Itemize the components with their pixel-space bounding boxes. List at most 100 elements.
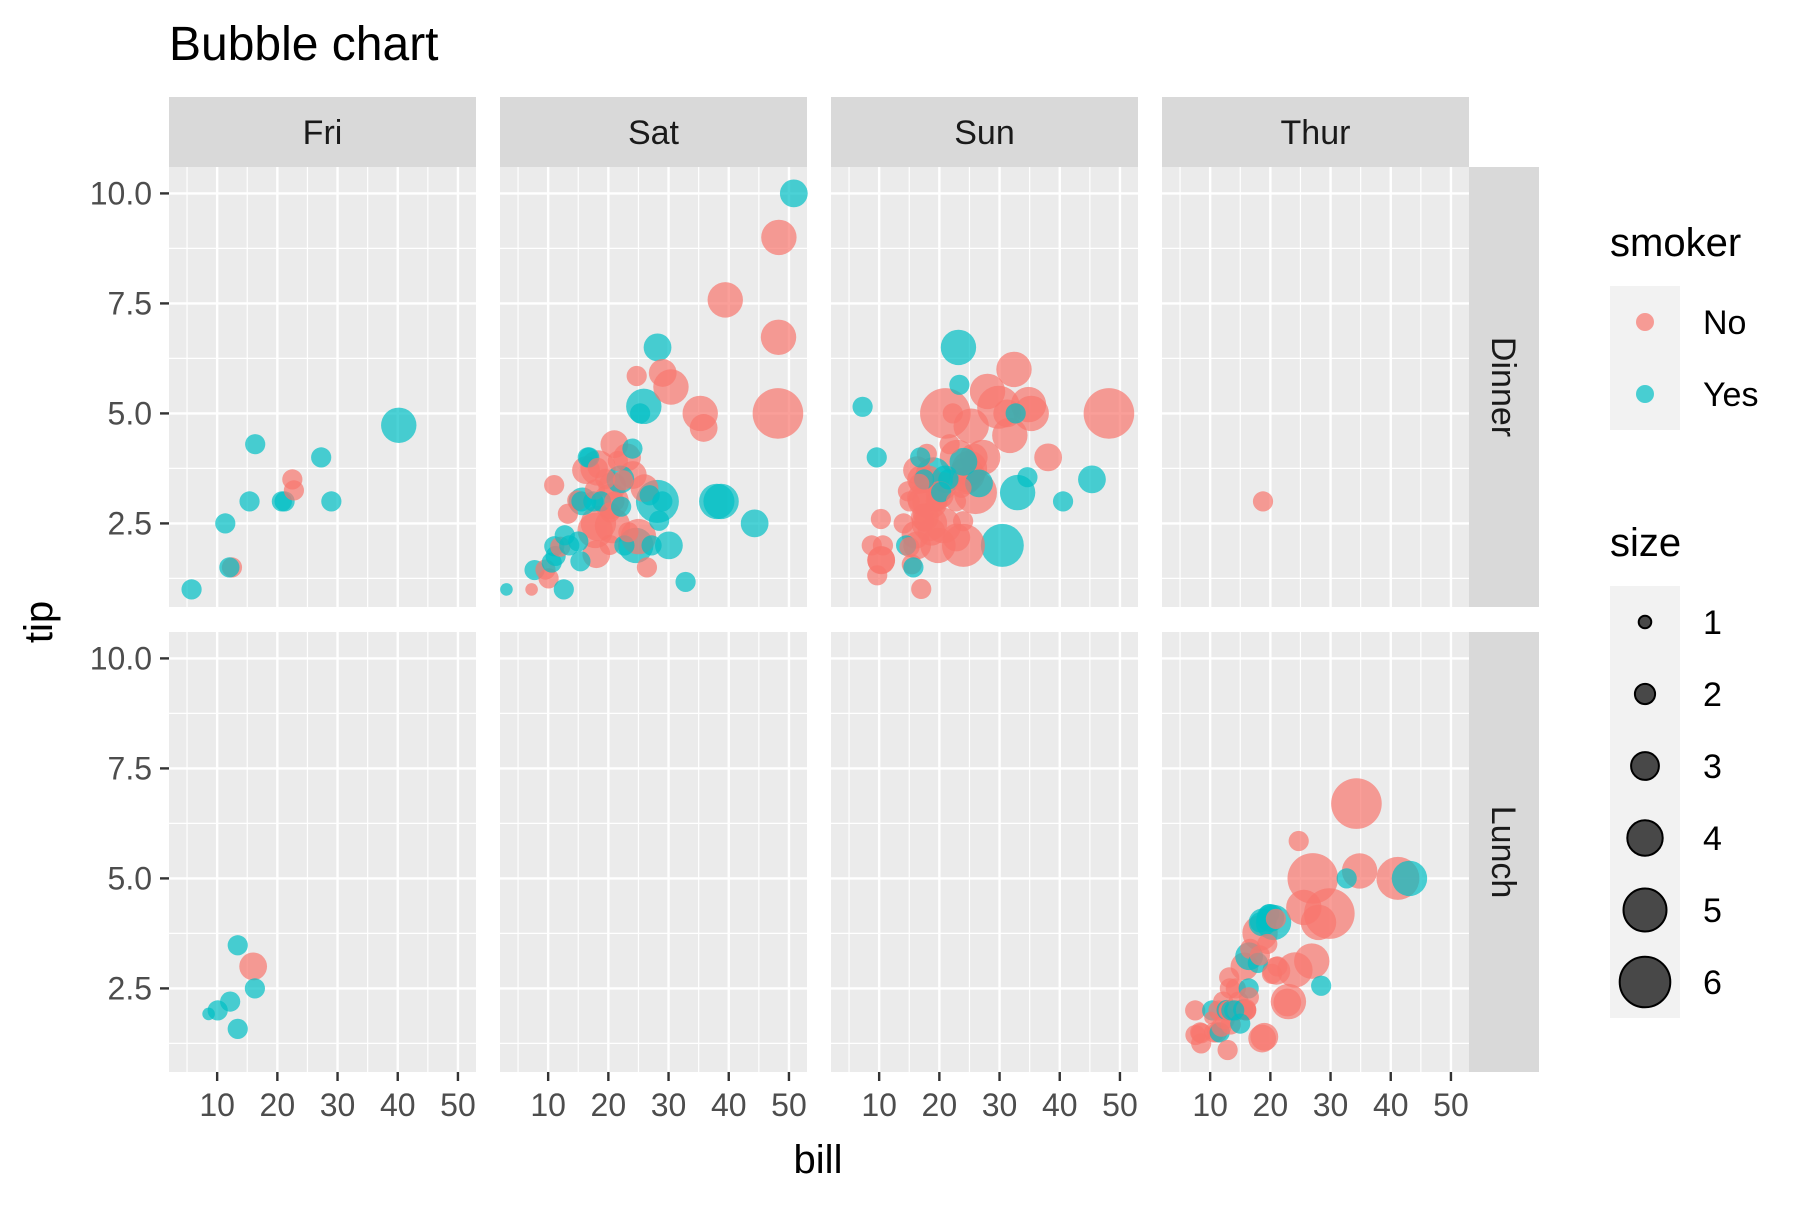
data-point-smoker-no — [1204, 1011, 1217, 1025]
y-tick-label: 7.5 — [108, 750, 152, 786]
legend-smoker: smoker No Yes — [1610, 221, 1758, 430]
panel-background — [169, 167, 476, 607]
x-tick-label: 20 — [591, 1087, 627, 1123]
x-tick-label: 50 — [1102, 1087, 1138, 1123]
legend-key-yes — [1636, 385, 1654, 403]
x-tick-label: 10 — [861, 1087, 897, 1123]
data-point-smoker-no — [760, 319, 797, 355]
data-point-smoker-no — [707, 282, 743, 318]
x-tick-label: 10 — [199, 1087, 235, 1123]
data-point-smoker-no — [867, 565, 888, 586]
panel-background — [169, 632, 476, 1072]
data-point-smoker-no — [689, 414, 718, 442]
data-point-smoker-yes — [500, 583, 513, 596]
legend-label: 3 — [1703, 748, 1722, 786]
legend-label: 4 — [1703, 820, 1722, 858]
data-point-smoker-no — [969, 373, 1006, 410]
panel-fri-dinner — [169, 167, 476, 607]
x-tick-label: 40 — [1373, 1087, 1409, 1123]
data-point-smoker-yes — [245, 434, 266, 455]
data-point-smoker-no — [761, 219, 797, 256]
legend-size-title: size — [1610, 521, 1681, 565]
y-tick-label: 5.0 — [108, 860, 152, 896]
data-point-smoker-no — [1185, 1000, 1206, 1021]
facet-strip-label: Lunch — [1484, 806, 1522, 899]
panel-sat-dinner — [500, 167, 808, 607]
facet-strip-bg — [169, 97, 476, 167]
facet-strip-thur: Thur — [1162, 97, 1469, 167]
data-point-smoker-yes — [202, 1007, 215, 1021]
data-point-smoker-no — [538, 568, 559, 589]
data-point-smoker-no — [909, 473, 930, 494]
data-point-smoker-yes — [1052, 491, 1074, 512]
panel-points — [1252, 491, 1274, 512]
data-point-smoker-yes — [949, 447, 978, 476]
data-point-smoker-no — [1257, 933, 1278, 955]
data-point-smoker-yes — [903, 557, 924, 578]
data-point-smoker-yes — [655, 531, 683, 560]
data-point-smoker-yes — [1230, 1013, 1251, 1034]
data-point-smoker-no — [525, 583, 538, 596]
data-point-smoker-yes — [220, 991, 241, 1012]
x-tick-label: 20 — [1253, 1087, 1289, 1123]
data-point-smoker-no — [1238, 987, 1259, 1008]
facet-strip-bg — [831, 97, 1138, 167]
legend-smoker-title: smoker — [1610, 221, 1741, 265]
facet-strip-bg — [1469, 167, 1539, 607]
data-point-smoker-yes — [649, 510, 670, 531]
data-point-smoker-yes — [181, 579, 202, 600]
facet-strip-bg — [1162, 97, 1469, 167]
data-point-smoker-no — [870, 508, 892, 530]
data-point-smoker-yes — [622, 438, 643, 459]
panel-background — [500, 632, 807, 1072]
x-tick-label: 50 — [1433, 1087, 1469, 1123]
facet-strip-fri: Fri — [169, 97, 476, 167]
facet-strip-bg — [1469, 632, 1539, 1072]
data-point-smoker-yes — [381, 407, 417, 443]
data-point-smoker-yes — [311, 447, 332, 468]
data-point-smoker-no — [1250, 1022, 1279, 1051]
data-point-smoker-no — [899, 491, 920, 512]
legend-size-key — [1622, 887, 1668, 933]
legend-key-bg — [1610, 586, 1680, 1018]
x-tick-label: 40 — [711, 1087, 747, 1123]
data-point-smoker-yes — [938, 469, 959, 490]
data-point-smoker-no — [1217, 1039, 1238, 1061]
legend-size: size 1 2 3 4 5 6 — [1610, 521, 1722, 1018]
x-tick-label: 50 — [771, 1087, 807, 1123]
data-point-smoker-yes — [852, 396, 873, 417]
data-point-smoker-yes — [568, 531, 589, 552]
legend-key-no — [1636, 313, 1654, 331]
data-point-smoker-no — [992, 417, 1028, 454]
panel-thur-dinner — [1162, 167, 1469, 607]
legend-label: 2 — [1703, 676, 1722, 714]
facet-strip-label: Thur — [1281, 114, 1351, 152]
data-point-smoker-yes — [866, 447, 887, 468]
data-point-smoker-yes — [703, 483, 739, 520]
data-point-smoker-no — [899, 537, 920, 558]
legend-label: 5 — [1703, 892, 1722, 930]
data-point-smoker-yes — [553, 579, 574, 600]
data-point-smoker-no — [1013, 395, 1049, 432]
data-point-smoker-no — [636, 557, 658, 578]
x-tick-label: 30 — [982, 1087, 1018, 1123]
panel-thur-lunch — [1162, 632, 1469, 1072]
data-point-smoker-no — [283, 480, 305, 501]
x-tick-label: 50 — [440, 1087, 476, 1123]
data-point-smoker-no — [893, 513, 914, 534]
data-point-smoker-yes — [630, 403, 651, 424]
facet-strip-label: Sat — [628, 114, 680, 152]
data-point-smoker-no — [1252, 491, 1274, 512]
data-point-smoker-yes — [611, 496, 632, 517]
panel-points — [852, 329, 1135, 600]
x-tick-label: 30 — [1313, 1087, 1349, 1123]
y-tick-label: 5.0 — [108, 395, 152, 431]
data-point-smoker-yes — [980, 523, 1024, 567]
x-tick-label: 40 — [380, 1087, 416, 1123]
data-point-smoker-yes — [1017, 467, 1038, 488]
data-point-smoker-no — [996, 351, 1032, 388]
panel-points — [181, 407, 417, 600]
data-point-smoker-yes — [1005, 403, 1026, 424]
